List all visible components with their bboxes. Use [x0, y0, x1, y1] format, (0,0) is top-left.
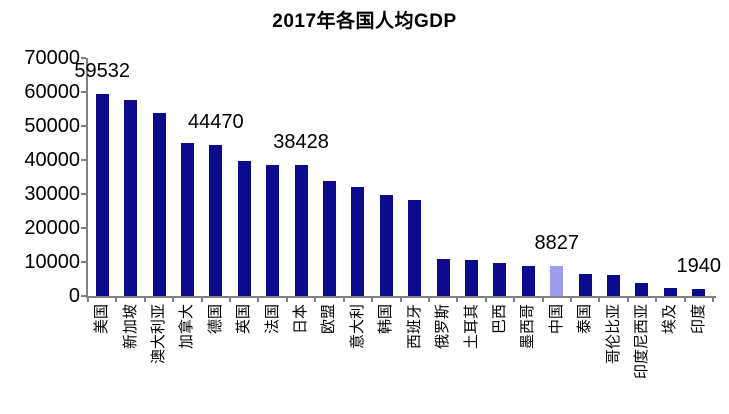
- x-category-label: 加拿大: [178, 304, 196, 350]
- y-tick-label: 20000: [24, 217, 80, 239]
- x-category-label: 新加坡: [121, 304, 139, 350]
- x-category-label: 日本: [292, 304, 310, 335]
- plot-area: [86, 58, 716, 298]
- bar: [550, 266, 564, 296]
- bar: [521, 265, 535, 296]
- x-tick: [655, 297, 658, 302]
- bar: [465, 260, 479, 296]
- bar: [663, 287, 677, 296]
- y-tick-label: 70000: [24, 47, 80, 69]
- x-category-label: 韩国: [377, 304, 395, 335]
- y-tick-label: 50000: [24, 115, 80, 137]
- x-tick: [342, 297, 345, 302]
- x-tick: [371, 297, 374, 302]
- x-category-label: 哥伦比亚: [604, 304, 622, 365]
- x-tick: [598, 297, 601, 302]
- x-category-label: 土耳其: [462, 304, 480, 350]
- data-label: 44470: [188, 110, 244, 133]
- x-tick: [484, 297, 487, 302]
- x-tick: [115, 297, 118, 302]
- x-category-label: 泰国: [576, 304, 594, 335]
- bar: [95, 93, 109, 296]
- y-tick: [81, 193, 86, 195]
- x-category-label: 中国: [547, 304, 565, 335]
- data-label: 8827: [534, 231, 580, 254]
- x-tick: [427, 297, 430, 302]
- x-category-label: 英国: [235, 304, 253, 335]
- y-tick: [81, 57, 86, 59]
- y-tick-label: 60000: [24, 81, 80, 103]
- bar: [180, 142, 194, 296]
- x-tick: [200, 297, 203, 302]
- x-category-label: 印度尼西亚: [632, 304, 650, 380]
- y-tick: [81, 159, 86, 161]
- bar: [237, 160, 251, 296]
- x-tick: [513, 297, 516, 302]
- x-category-label: 巴西: [490, 304, 508, 335]
- y-tick: [81, 295, 86, 297]
- y-tick: [81, 227, 86, 229]
- bar: [493, 262, 507, 296]
- x-tick: [626, 297, 629, 302]
- x-category-label: 印度: [689, 304, 707, 335]
- y-tick-label: 30000: [24, 183, 80, 205]
- x-tick: [257, 297, 260, 302]
- x-tick: [399, 297, 402, 302]
- y-tick: [81, 91, 86, 93]
- bar: [408, 200, 422, 296]
- chart-title: 2017年各国人均GDP: [272, 11, 457, 32]
- bar: [607, 274, 621, 296]
- data-label: 1940: [676, 255, 722, 278]
- x-tick: [456, 297, 459, 302]
- x-category-label: 埃及: [661, 304, 679, 335]
- x-category-label: 俄罗斯: [434, 304, 452, 350]
- x-tick: [172, 297, 175, 302]
- x-category-label: 意大利: [348, 304, 366, 350]
- y-axis-line: [86, 58, 88, 298]
- data-label: 59532: [74, 59, 131, 82]
- x-category-label: 德国: [206, 304, 224, 335]
- y-tick-label: 0: [68, 285, 80, 307]
- x-tick: [143, 297, 146, 302]
- y-tick-label: 40000: [24, 149, 80, 171]
- y-tick: [81, 125, 86, 127]
- bar: [152, 113, 166, 296]
- x-tick: [712, 297, 714, 302]
- data-label: 38428: [273, 131, 329, 154]
- bar: [379, 194, 393, 296]
- bar: [322, 181, 336, 296]
- bar: [578, 273, 592, 296]
- x-category-label: 欧盟: [320, 304, 338, 335]
- y-tick: [81, 261, 86, 263]
- x-category-label: 美国: [93, 304, 111, 335]
- x-tick: [541, 297, 544, 302]
- bar: [635, 282, 649, 296]
- x-category-label: 法国: [263, 304, 281, 335]
- bar: [209, 144, 223, 296]
- x-tick: [314, 297, 317, 302]
- bar: [266, 165, 280, 296]
- x-category-label: 澳大利亚: [150, 304, 168, 365]
- x-category-label: 西班牙: [405, 304, 423, 350]
- x-tick: [569, 297, 572, 302]
- bar: [351, 187, 365, 296]
- bar: [124, 99, 138, 296]
- x-tick: [683, 297, 686, 302]
- bar: [692, 289, 706, 296]
- y-tick-label: 10000: [24, 251, 80, 273]
- bar: [294, 165, 308, 296]
- x-tick: [87, 297, 89, 302]
- bar: [436, 259, 450, 296]
- x-tick: [229, 297, 232, 302]
- x-tick: [285, 297, 288, 302]
- x-category-label: 墨西哥: [519, 304, 537, 350]
